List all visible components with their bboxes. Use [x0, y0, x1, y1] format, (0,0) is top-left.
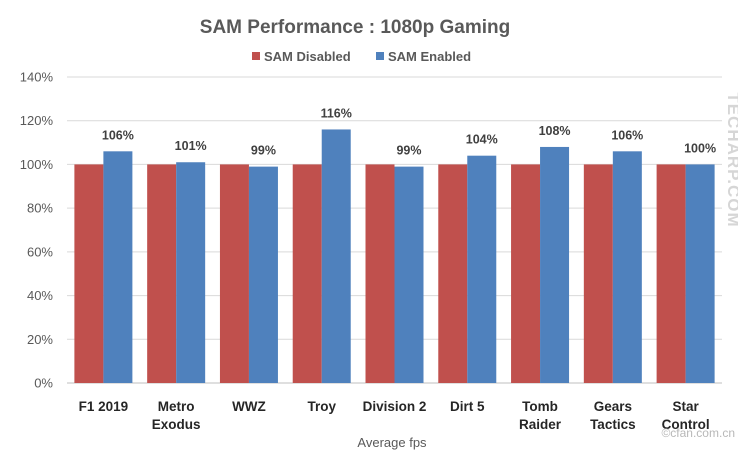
data-label: 104% — [466, 133, 498, 147]
data-label: 106% — [611, 128, 643, 142]
legend-swatch-sam-enabled — [376, 52, 384, 60]
bar-sam-enabled — [612, 151, 642, 383]
y-axis-ticks: 0% 20% 40% 60% 80% 100% 120% 140% — [20, 70, 54, 391]
bar-sam-enabled — [103, 151, 133, 383]
y-tick-label: 20% — [27, 332, 53, 347]
x-category-label: Troy — [307, 399, 336, 414]
y-tick-label: 40% — [27, 288, 53, 303]
chart-title: SAM Performance : 1080p Gaming — [200, 17, 510, 38]
x-category-label: Control — [662, 417, 710, 432]
bar-sam-disabled — [365, 164, 395, 383]
data-label: 106% — [102, 128, 134, 142]
bar-sam-disabled — [656, 164, 686, 383]
x-category-label: F1 2019 — [79, 399, 129, 414]
y-tick-label: 120% — [20, 113, 54, 128]
legend-label-sam-enabled: SAM Enabled — [388, 49, 471, 64]
bar-sam-disabled — [74, 164, 104, 383]
bar-sam-disabled — [219, 164, 249, 383]
bar-sam-enabled — [394, 166, 424, 383]
data-label: 101% — [175, 139, 207, 153]
x-category-label: Tactics — [590, 417, 636, 432]
x-category-label: Dirt 5 — [450, 399, 485, 414]
x-category-label: WWZ — [232, 399, 266, 414]
x-axis-label: Average fps — [357, 435, 427, 450]
bars — [74, 129, 715, 383]
x-category-label: Tomb — [522, 399, 558, 414]
legend-swatch-sam-disabled — [252, 52, 260, 60]
bar-sam-disabled — [583, 164, 613, 383]
watermark-vertical: TECHARP.COM — [724, 92, 738, 227]
y-tick-label: 140% — [20, 70, 54, 85]
x-category-label: Gears — [594, 399, 632, 414]
legend: SAM Disabled SAM Enabled — [252, 49, 471, 64]
bar-sam-enabled — [321, 129, 351, 383]
y-tick-label: 100% — [20, 157, 54, 172]
x-category-label: Metro — [158, 399, 195, 414]
data-label: 100% — [684, 141, 716, 155]
y-tick-label: 80% — [27, 201, 53, 216]
bar-sam-disabled — [292, 164, 322, 383]
data-label: 99% — [396, 144, 421, 158]
x-category-label: Exodus — [152, 417, 201, 432]
x-category-label: Division 2 — [363, 399, 427, 414]
y-tick-label: 60% — [27, 244, 53, 259]
data-label: 116% — [321, 106, 352, 120]
bar-sam-disabled — [147, 164, 177, 383]
x-category-label: Star — [672, 399, 699, 414]
bar-sam-enabled — [467, 155, 497, 383]
data-label: 99% — [251, 144, 276, 158]
bar-sam-disabled — [438, 164, 468, 383]
bar-sam-enabled — [176, 162, 206, 383]
y-tick-label: 0% — [34, 376, 53, 391]
x-axis-categories: F1 2019 Metro Exodus WWZ Troy Division 2 Dirt … — [79, 399, 710, 432]
x-category-label: Raider — [519, 417, 562, 432]
watermark-corner: ©cfan.com.cn — [661, 426, 735, 440]
bar-sam-enabled — [540, 146, 570, 383]
legend-label-sam-disabled: SAM Disabled — [264, 49, 351, 64]
bar-sam-disabled — [511, 164, 541, 383]
data-labels: 106% 101% 99% 116% 99% 104% 108% 106% 100% — [102, 106, 716, 157]
data-label: 108% — [539, 124, 571, 138]
bar-sam-enabled — [685, 164, 715, 383]
bar-sam-enabled — [248, 166, 278, 383]
